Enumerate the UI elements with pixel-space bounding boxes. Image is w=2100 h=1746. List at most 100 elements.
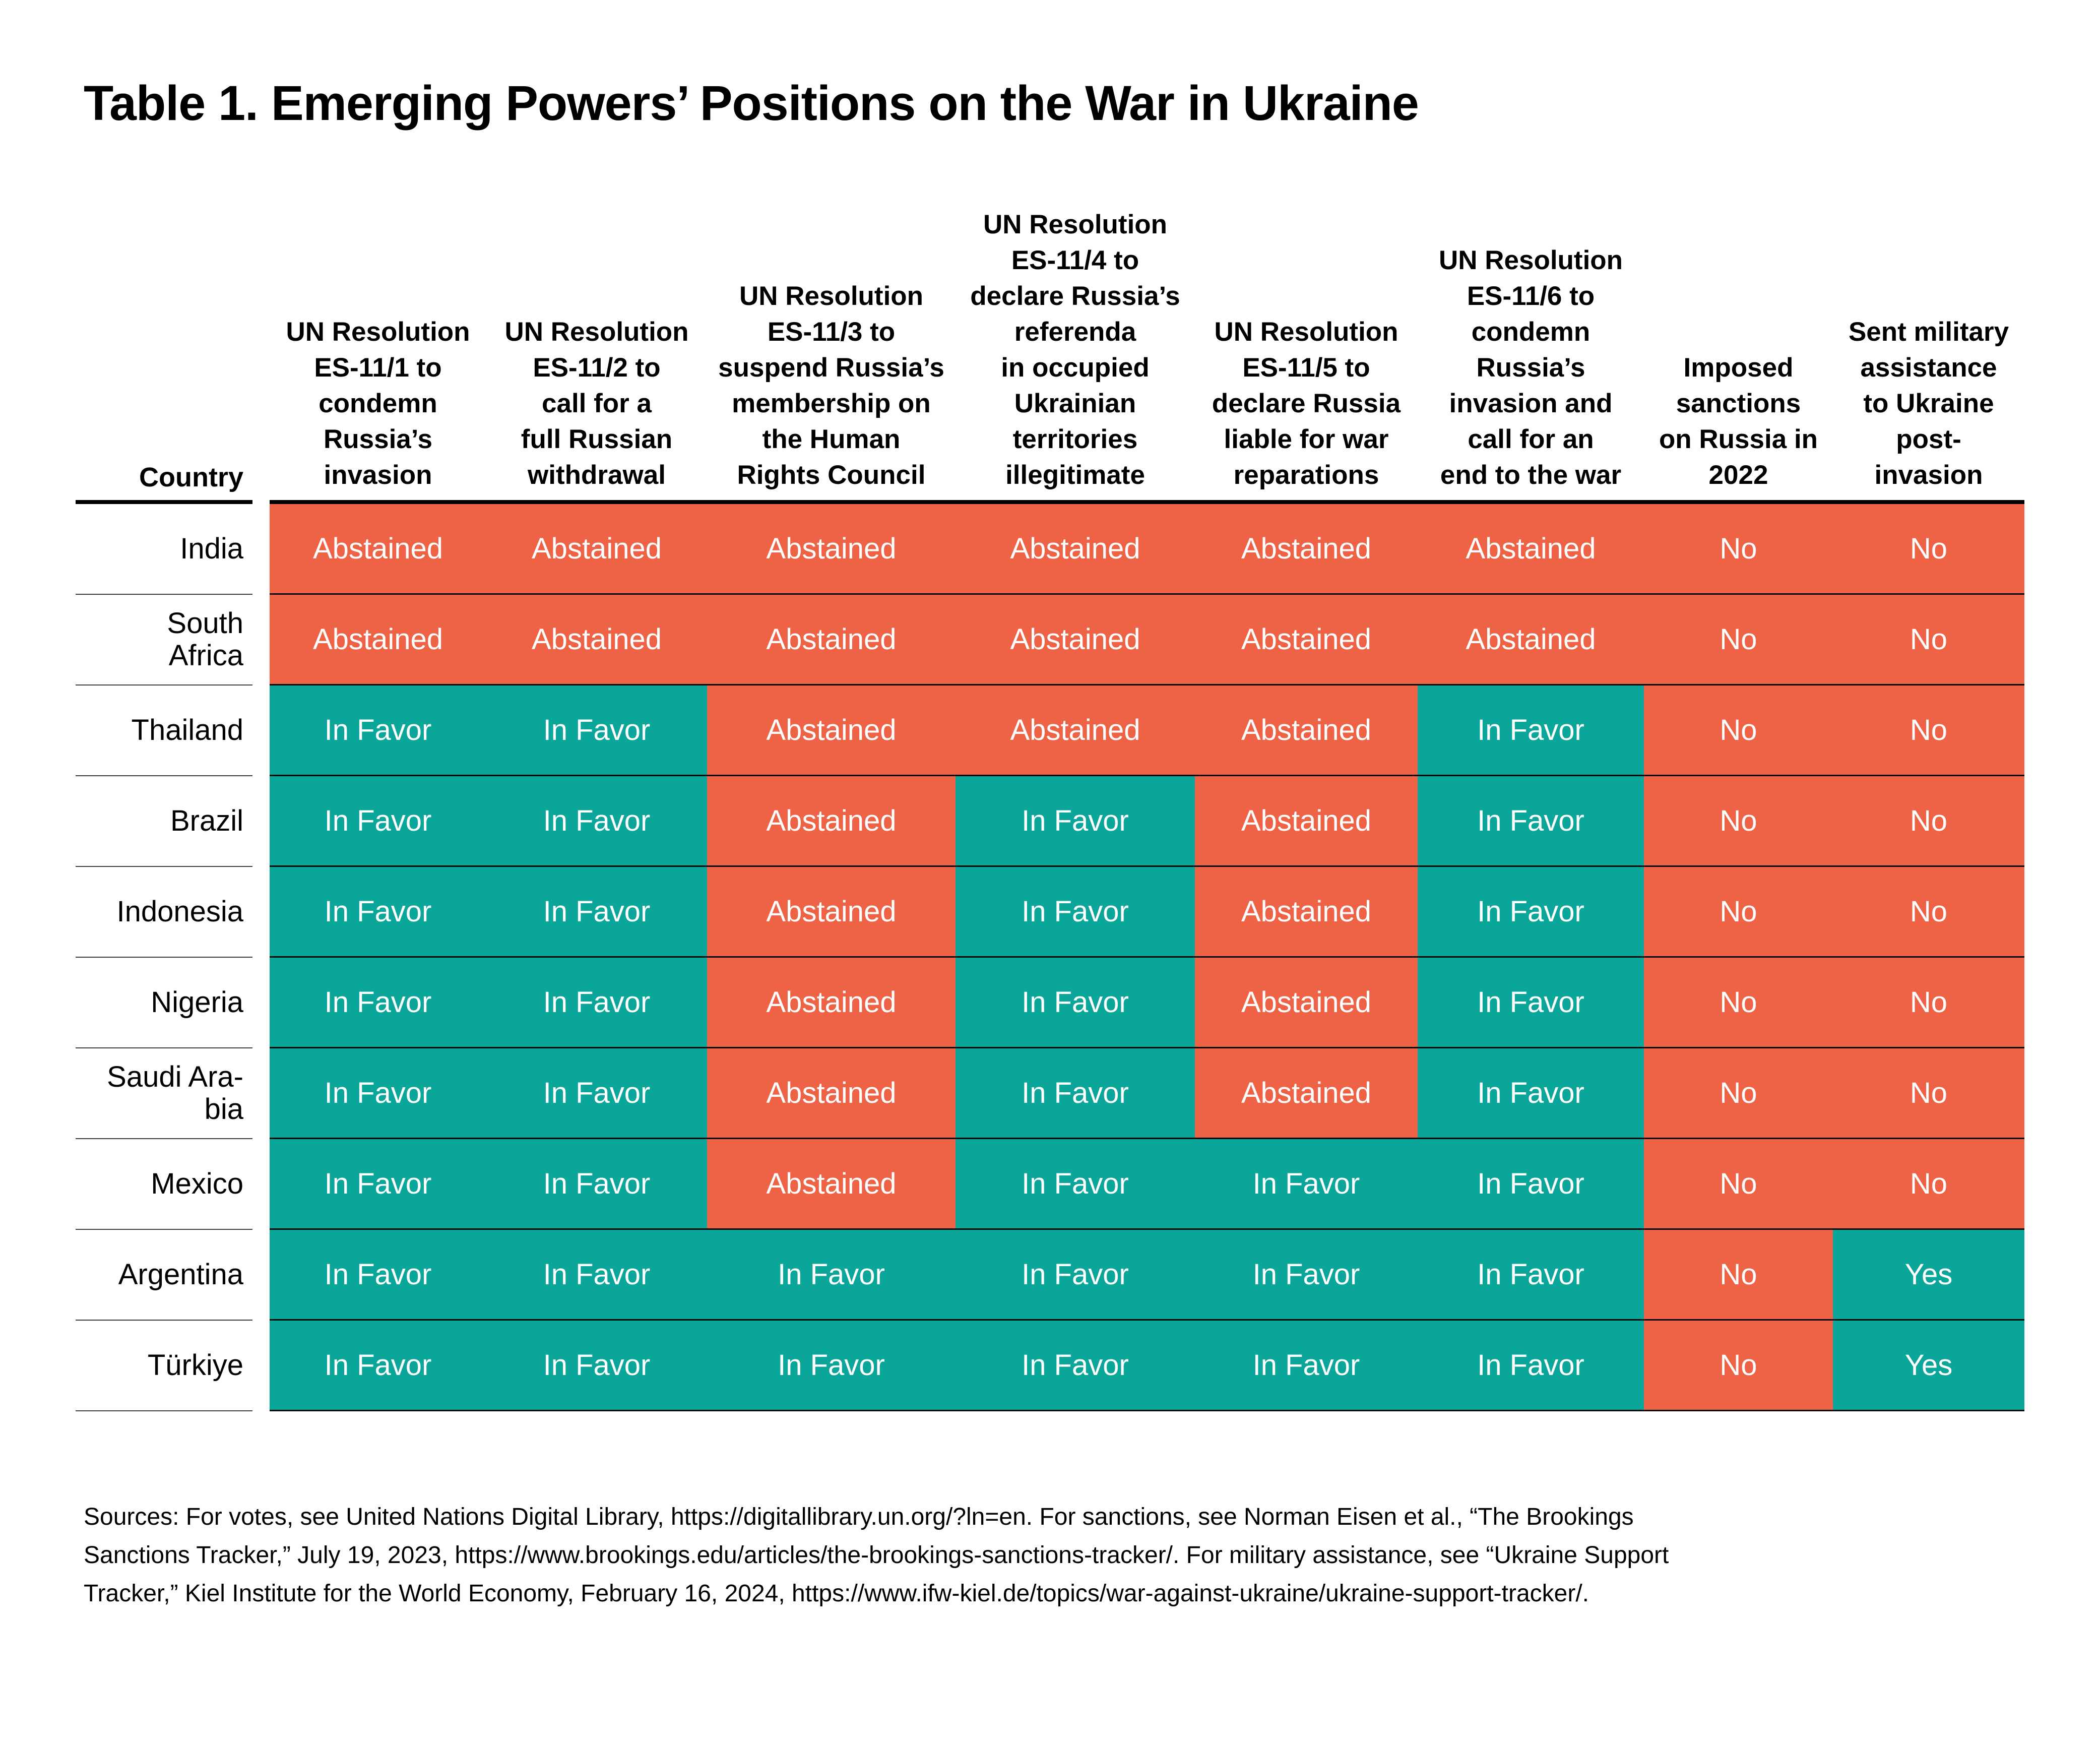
table-cell: In Favor	[1418, 1230, 1644, 1319]
table-cell: No	[1833, 1048, 2024, 1138]
table-cell: Abstained	[707, 504, 956, 593]
table-cell: Abstained	[956, 685, 1195, 775]
table-cell: In Favor	[956, 1139, 1195, 1228]
table-cell: Abstained	[270, 595, 486, 684]
table-cell: In Favor	[1418, 685, 1644, 775]
table-cell: In Favor	[1418, 1048, 1644, 1138]
country-label: Mexico	[76, 1139, 252, 1230]
table-row: In Favor In Favor In Favor In Favor In Favor…	[270, 1321, 2024, 1411]
table-cell: In Favor	[1195, 1321, 1418, 1410]
table-cell: Abstained	[707, 1139, 956, 1228]
table-cell: Abstained	[707, 958, 956, 1047]
page-title: Table 1. Emerging Powers’ Positions on t…	[84, 76, 1419, 131]
table-cell: Abstained	[707, 685, 956, 775]
table-cell: No	[1833, 595, 2024, 684]
table-cell: Abstained	[956, 595, 1195, 684]
country-column-header: Country	[76, 181, 252, 504]
table-cell: Abstained	[956, 504, 1195, 593]
table-row: Abstained Abstained Abstained Abstained Abst…	[270, 504, 2024, 595]
table-cell: No	[1644, 1321, 1833, 1410]
table-cell: Abstained	[1195, 958, 1418, 1047]
table-cell: In Favor	[270, 1321, 486, 1410]
table-row: In Favor In Favor Abstained In Favor In Favo…	[270, 1139, 2024, 1230]
column-header: UN Resolution ES-11/3 to suspend Russia’…	[718, 281, 944, 490]
column-header: Sent military assistance to Ukraine post…	[1848, 317, 2009, 490]
table-cell: In Favor	[707, 1321, 956, 1410]
column-header: UN Resolution ES-11/5 to declare Russia …	[1212, 317, 1401, 490]
table-cell: Yes	[1833, 1321, 2024, 1410]
table-row: In Favor In Favor Abstained In Favor Abstain…	[270, 1048, 2024, 1139]
country-label: Brazil	[76, 776, 252, 867]
table-cell: No	[1644, 1048, 1833, 1138]
column-header: UN Resolution ES-11/4 to declare Russia’…	[970, 210, 1180, 490]
table-cell: Abstained	[1195, 504, 1418, 593]
table-row: In Favor In Favor Abstained Abstained Abstai…	[270, 685, 2024, 776]
table-cell: Abstained	[1195, 685, 1418, 775]
table-row: In Favor In Favor In Favor In Favor In Favor…	[270, 1230, 2024, 1321]
table-cell: In Favor	[1418, 1139, 1644, 1228]
table-cell: In Favor	[956, 867, 1195, 956]
country-rows: India South Africa Thailand Brazil Indonesia…	[76, 504, 252, 1411]
table-cell: No	[1833, 1139, 2024, 1228]
table-cell: In Favor	[1418, 1321, 1644, 1410]
table-cell: No	[1833, 504, 2024, 593]
table-cell: No	[1833, 776, 2024, 865]
table-body: Abstained Abstained Abstained Abstained Abst…	[270, 504, 2024, 1411]
table-row: In Favor In Favor Abstained In Favor Abstain…	[270, 776, 2024, 867]
country-label: Indonesia	[76, 867, 252, 958]
table-cell: Abstained	[1195, 776, 1418, 865]
country-label: Saudi Ara- bia	[76, 1048, 252, 1139]
country-label: Nigeria	[76, 958, 252, 1048]
table-cell: In Favor	[270, 1139, 486, 1228]
table-cell: In Favor	[1195, 1139, 1418, 1228]
table-cell: In Favor	[1418, 867, 1644, 956]
table-cell: Abstained	[1195, 1048, 1418, 1138]
column-header: UN Resolution ES-11/1 to condemn Russia’…	[286, 317, 470, 490]
table-cell: Abstained	[707, 595, 956, 684]
country-label: South Africa	[76, 595, 252, 685]
table-row: In Favor In Favor Abstained In Favor Abstain…	[270, 958, 2024, 1048]
table-cell: Abstained	[270, 504, 486, 593]
table-cell: No	[1833, 685, 2024, 775]
table-cell: In Favor	[270, 685, 486, 775]
table-cell: No	[1644, 685, 1833, 775]
table-cell: Abstained	[1418, 504, 1644, 593]
header-row: UN Resolution ES-11/1 to condemn Russia’…	[270, 181, 2024, 504]
table-cell: In Favor	[1195, 1230, 1418, 1319]
table-cell: No	[1644, 1230, 1833, 1319]
table-cell: In Favor	[956, 958, 1195, 1047]
table-cell: No	[1644, 504, 1833, 593]
table-cell: Yes	[1833, 1230, 2024, 1319]
table-cell: In Favor	[707, 1230, 956, 1319]
country-column: Country India South Africa Thailand Brazil I…	[76, 181, 252, 1411]
sources-line-2: Sanctions Tracker,” July 19, 2023, https…	[84, 1542, 1669, 1569]
country-label: India	[76, 504, 252, 595]
table-row: In Favor In Favor Abstained In Favor Abstain…	[270, 867, 2024, 958]
table-cell: No	[1644, 867, 1833, 956]
table-cell: Abstained	[1195, 867, 1418, 956]
table-cell: In Favor	[486, 685, 707, 775]
table-cell: Abstained	[707, 776, 956, 865]
table-cell: In Favor	[1418, 958, 1644, 1047]
table-cell: No	[1644, 1139, 1833, 1228]
table-cell: In Favor	[956, 776, 1195, 865]
table-cell: Abstained	[707, 867, 956, 956]
country-label: Türkiye	[76, 1321, 252, 1411]
table-cell: In Favor	[270, 776, 486, 865]
table-cell: Abstained	[486, 504, 707, 593]
sources-text: Sources: For votes, see United Nations D…	[84, 1498, 2059, 1613]
table-cell: No	[1833, 867, 2024, 956]
table-cell: Abstained	[1195, 595, 1418, 684]
table-cell: In Favor	[1418, 776, 1644, 865]
table-cell: In Favor	[486, 1139, 707, 1228]
table-cell: In Favor	[270, 867, 486, 956]
table-cell: No	[1644, 595, 1833, 684]
sources-line-3: Tracker,” Kiel Institute for the World E…	[84, 1580, 1589, 1607]
table-cell: Abstained	[486, 595, 707, 684]
column-header: UN Resolution ES-11/6 to condemn Russia’…	[1438, 245, 1623, 490]
table-cell: In Favor	[956, 1321, 1195, 1410]
table-cell: In Favor	[270, 1230, 486, 1319]
country-label: Argentina	[76, 1230, 252, 1321]
table-cell: In Favor	[270, 1048, 486, 1138]
table-cell: In Favor	[486, 1321, 707, 1410]
